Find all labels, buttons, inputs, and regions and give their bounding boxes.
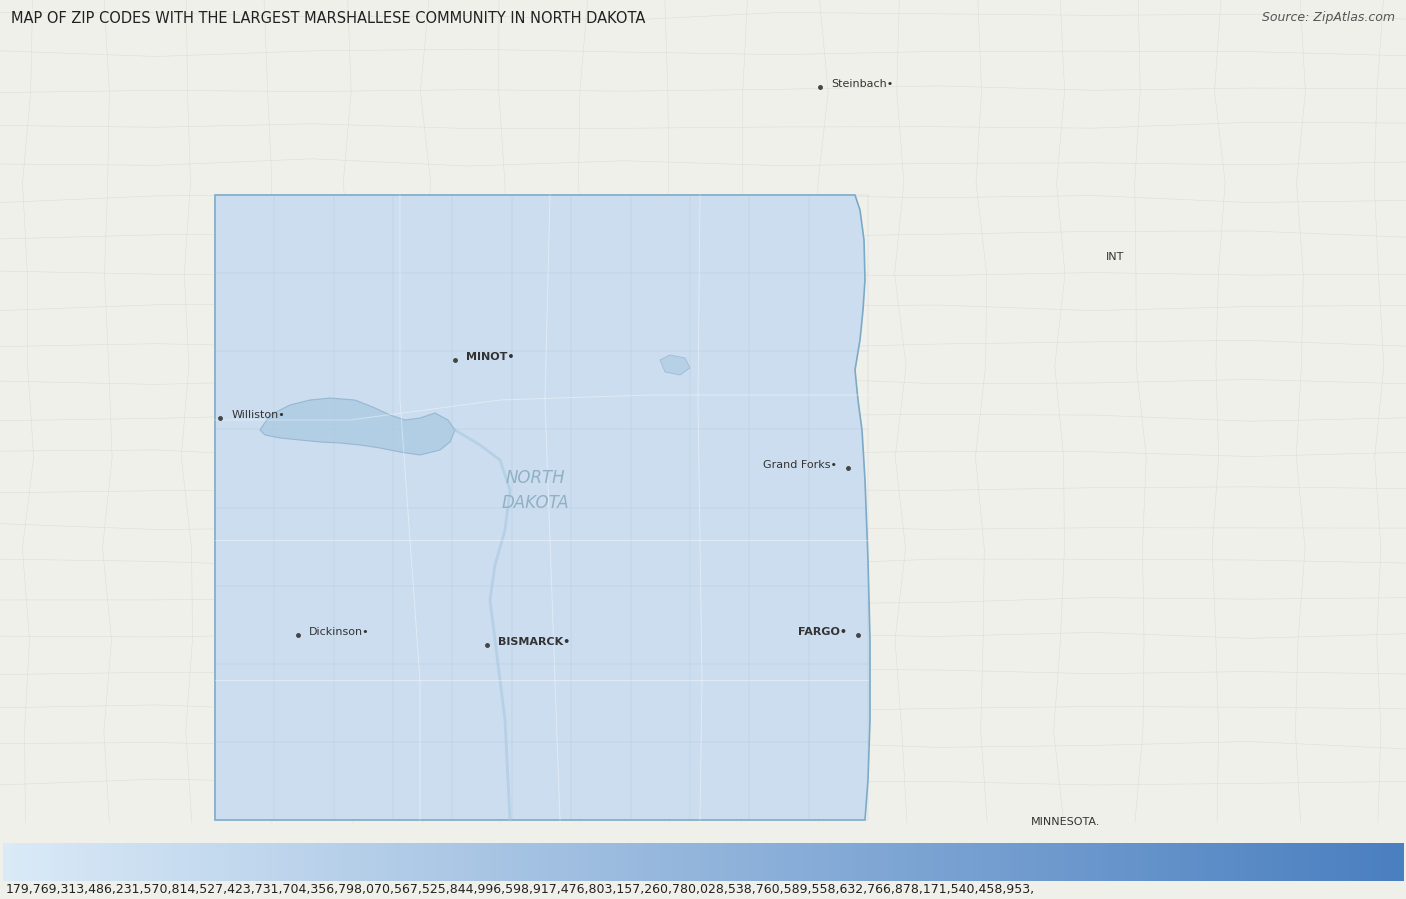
Polygon shape [215, 195, 870, 820]
Text: Dickinson•: Dickinson• [309, 627, 370, 636]
Text: FARGO•: FARGO• [797, 627, 846, 636]
Text: Grand Forks•: Grand Forks• [762, 459, 837, 469]
Text: Saint Clou: Saint Clou [1071, 866, 1128, 876]
Polygon shape [260, 398, 456, 455]
Text: NORTH
DAKOTA: NORTH DAKOTA [501, 468, 569, 512]
Text: BISMARCK•: BISMARCK• [498, 636, 571, 646]
Text: Steinbach•: Steinbach• [831, 79, 893, 89]
Text: INT: INT [1107, 252, 1125, 262]
Text: Source: ZipAtlas.com: Source: ZipAtlas.com [1261, 11, 1395, 23]
Text: MINNESOTA.: MINNESOTA. [1031, 816, 1101, 827]
Text: MINOT•: MINOT• [467, 352, 515, 361]
Text: 179,769,313,486,231,570,814,527,423,731,704,356,798,070,567,525,844,996,598,917,: 179,769,313,486,231,570,814,527,423,731,… [6, 883, 1035, 895]
Text: Williston•: Williston• [231, 410, 285, 420]
Text: Aberdeen•: Aberdeen• [647, 857, 707, 867]
Text: MAP OF ZIP CODES WITH THE LARGEST MARSHALLESE COMMUNITY IN NORTH DAKOTA: MAP OF ZIP CODES WITH THE LARGEST MARSHA… [11, 11, 645, 26]
Polygon shape [659, 355, 690, 375]
